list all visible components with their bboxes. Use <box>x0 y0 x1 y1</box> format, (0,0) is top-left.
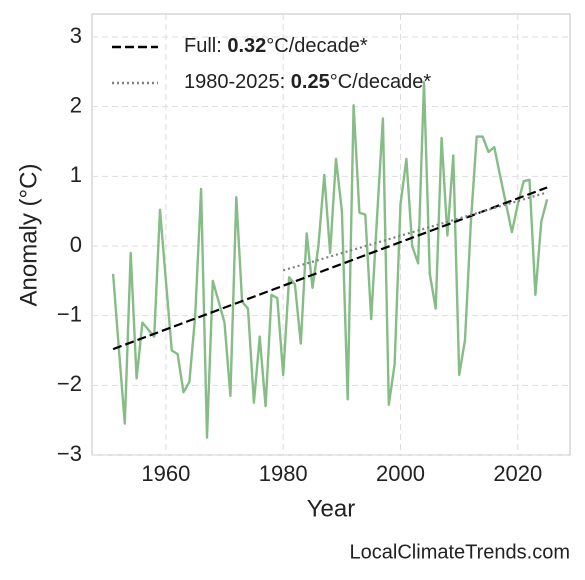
y-tick-label: 3 <box>70 23 82 48</box>
y-tick-label: 2 <box>70 92 82 117</box>
y-tick-label: −1 <box>57 301 82 326</box>
attribution: LocalClimateTrends.com <box>350 541 570 563</box>
trend-line <box>112 186 548 351</box>
data-line <box>111 81 549 439</box>
y-tick-label: 0 <box>70 232 82 257</box>
legend-label: Full: 0.32°C/decade* <box>184 35 368 57</box>
legend-label: 1980-2025: 0.25°C/decade* <box>184 71 431 93</box>
x-tick-label: 2000 <box>376 461 425 486</box>
x-tick-label: 1960 <box>141 461 190 486</box>
y-axis-label: Anomaly (°C) <box>15 164 42 307</box>
trend-line <box>282 191 548 272</box>
y-tick-label: 1 <box>70 162 82 187</box>
x-tick-label: 1980 <box>259 461 308 486</box>
x-tick-label: 2020 <box>493 461 542 486</box>
y-tick-label: −2 <box>57 371 82 396</box>
x-axis-label: Year <box>307 495 356 522</box>
y-tick-label: −3 <box>57 441 82 466</box>
